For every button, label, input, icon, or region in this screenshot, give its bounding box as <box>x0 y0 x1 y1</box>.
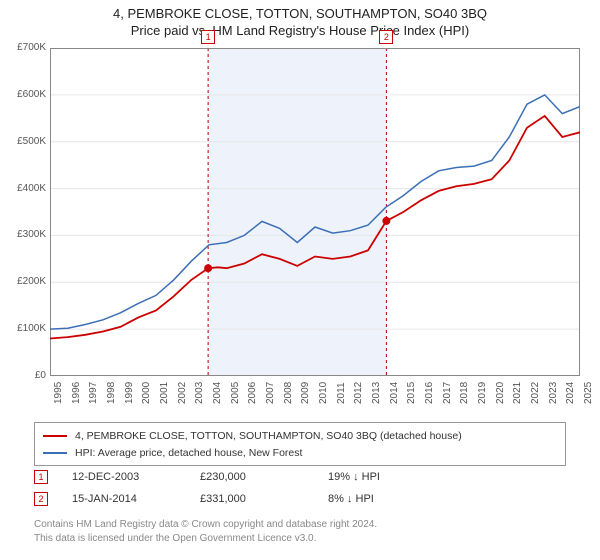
x-tick-label: 2000 <box>141 382 152 404</box>
chart-container: 4, PEMBROKE CLOSE, TOTTON, SOUTHAMPTON, … <box>0 0 600 560</box>
copyright-block: Contains HM Land Registry data © Crown c… <box>34 518 377 545</box>
marker-price-1: £230,000 <box>200 471 328 483</box>
x-tick-label: 1996 <box>71 382 82 404</box>
legend-swatch-property <box>43 435 67 437</box>
x-tick-label: 1997 <box>88 382 99 404</box>
y-tick-label: £500K <box>2 136 46 147</box>
x-tick-label: 2005 <box>230 382 241 404</box>
x-tick-label: 2022 <box>530 382 541 404</box>
title-block: 4, PEMBROKE CLOSE, TOTTON, SOUTHAMPTON, … <box>0 0 600 38</box>
legend-row-property: 4, PEMBROKE CLOSE, TOTTON, SOUTHAMPTON, … <box>43 427 557 444</box>
x-tick-label: 2018 <box>459 382 470 404</box>
x-tick-label: 2017 <box>442 382 453 404</box>
x-tick-label: 2007 <box>265 382 276 404</box>
y-tick-label: £300K <box>2 229 46 240</box>
legend-label-property: 4, PEMBROKE CLOSE, TOTTON, SOUTHAMPTON, … <box>75 430 462 442</box>
legend-row-hpi: HPI: Average price, detached house, New … <box>43 444 557 461</box>
marker-price-2: £331,000 <box>200 493 328 505</box>
x-tick-label: 1995 <box>53 382 64 404</box>
marker-delta-2: 8% ↓ HPI <box>328 493 456 505</box>
chart-svg <box>50 48 580 376</box>
x-tick-label: 2003 <box>194 382 205 404</box>
marker-row-2: 2 15-JAN-2014 £331,000 8% ↓ HPI <box>34 488 456 510</box>
chart-plot-area <box>50 48 580 376</box>
x-tick-label: 2012 <box>353 382 364 404</box>
y-tick-label: £200K <box>2 276 46 287</box>
x-tick-label: 2025 <box>583 382 594 404</box>
marker-row-1: 1 12-DEC-2003 £230,000 19% ↓ HPI <box>34 466 456 488</box>
title-subtitle: Price paid vs. HM Land Registry's House … <box>0 23 600 38</box>
legend-swatch-hpi <box>43 452 67 454</box>
x-tick-label: 2006 <box>247 382 258 404</box>
x-tick-label: 2023 <box>548 382 559 404</box>
legend-box: 4, PEMBROKE CLOSE, TOTTON, SOUTHAMPTON, … <box>34 422 566 466</box>
x-tick-label: 2002 <box>177 382 188 404</box>
x-tick-label: 2009 <box>300 382 311 404</box>
x-tick-label: 2011 <box>336 382 347 404</box>
y-tick-label: £100K <box>2 323 46 334</box>
marker-badge-1: 1 <box>34 470 48 484</box>
x-tick-label: 2020 <box>495 382 506 404</box>
x-tick-label: 2021 <box>512 382 523 404</box>
x-tick-label: 2010 <box>318 382 329 404</box>
marker-date-2: 15-JAN-2014 <box>72 493 200 505</box>
x-tick-label: 1999 <box>124 382 135 404</box>
x-tick-label: 2008 <box>283 382 294 404</box>
y-tick-label: £400K <box>2 183 46 194</box>
x-tick-label: 2024 <box>565 382 576 404</box>
title-address: 4, PEMBROKE CLOSE, TOTTON, SOUTHAMPTON, … <box>0 6 600 21</box>
sale-badge-1: 1 <box>201 30 215 44</box>
x-tick-label: 2001 <box>159 382 170 404</box>
copyright-line1: Contains HM Land Registry data © Crown c… <box>34 518 377 532</box>
copyright-line2: This data is licensed under the Open Gov… <box>34 532 377 546</box>
y-tick-label: £700K <box>2 42 46 53</box>
x-tick-label: 2014 <box>389 382 400 404</box>
x-tick-label: 2013 <box>371 382 382 404</box>
marker-table: 1 12-DEC-2003 £230,000 19% ↓ HPI 2 15-JA… <box>34 466 456 510</box>
sale-badge-2: 2 <box>379 30 393 44</box>
x-tick-label: 2019 <box>477 382 488 404</box>
marker-badge-2: 2 <box>34 492 48 506</box>
y-tick-label: £600K <box>2 89 46 100</box>
legend-label-hpi: HPI: Average price, detached house, New … <box>75 447 302 459</box>
y-tick-label: £0 <box>2 370 46 381</box>
marker-delta-1: 19% ↓ HPI <box>328 471 456 483</box>
x-tick-label: 1998 <box>106 382 117 404</box>
x-tick-label: 2016 <box>424 382 435 404</box>
x-tick-label: 2004 <box>212 382 223 404</box>
x-tick-label: 2015 <box>406 382 417 404</box>
marker-date-1: 12-DEC-2003 <box>72 471 200 483</box>
